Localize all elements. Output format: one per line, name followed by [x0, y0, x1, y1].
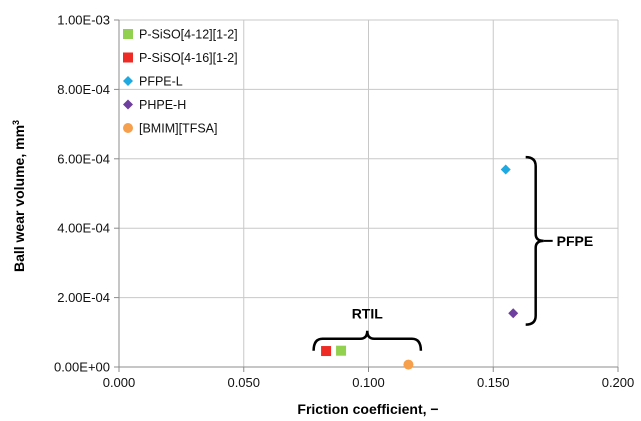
x-tick-label: 0.150: [477, 375, 510, 390]
data-point: [508, 308, 519, 319]
y-tick-label: 2.00E-04: [57, 290, 110, 305]
legend-label: P-SiSO[4-12][1-2]: [139, 28, 238, 42]
annotations: RTIL PFPE: [312, 155, 594, 351]
y-tick-label: 8.00E-04: [57, 82, 110, 97]
data-points: [321, 164, 519, 370]
y-tick-label: 1.00E-03: [57, 13, 110, 28]
x-tick-labels: 0.000 0.050 0.100 0.150 0.200: [103, 375, 635, 390]
y-tick-labels: 0.00E+00 2.00E-04 4.00E-04 6.00E-04 8.00E-04…: [54, 13, 110, 375]
data-point: [403, 359, 414, 370]
legend-marker: [123, 76, 133, 86]
y-tick-label: 6.00E-04: [57, 151, 110, 166]
pfpe-brace: [525, 155, 544, 326]
rtil-brace: [312, 330, 423, 351]
y-axis-title: Ball wear volume, mm3: [11, 120, 27, 272]
x-tick-label: 0.050: [227, 375, 260, 390]
axes: [114, 19, 619, 372]
legend-marker: [123, 123, 133, 133]
x-tick-label: 0.100: [352, 375, 385, 390]
y-tick-label: 0.00E+00: [54, 360, 110, 375]
legend-marker: [123, 29, 133, 39]
gridlines: [119, 19, 619, 367]
rtil-label: RTIL: [352, 306, 384, 322]
x-tick-label: 0.200: [602, 375, 635, 390]
pfpe-label: PFPE: [557, 233, 594, 249]
legend-label: PFPE-L: [139, 75, 183, 89]
legend-label: [BMIM][TFSA]: [139, 122, 217, 136]
y-axis-title-superscript: 3: [11, 120, 21, 125]
legend-marker: [123, 99, 133, 110]
x-axis-title: Friction coefficient, −: [297, 401, 438, 417]
data-point: [500, 164, 511, 175]
legend-label: P-SiSO[4-16][1-2]: [139, 51, 238, 65]
y-axis-title-text: Ball wear volume, mm: [11, 125, 27, 272]
data-point: [321, 346, 332, 357]
y-tick-label: 4.00E-04: [57, 221, 110, 236]
data-point: [336, 345, 347, 356]
x-tick-label: 0.000: [103, 375, 136, 390]
legend-marker: [123, 52, 133, 63]
legend-label: PHPE-H: [139, 98, 186, 112]
legend: P-SiSO[4-12][1-2] P-SiSO[4-16][1-2] PFPE-L…: [123, 28, 238, 136]
